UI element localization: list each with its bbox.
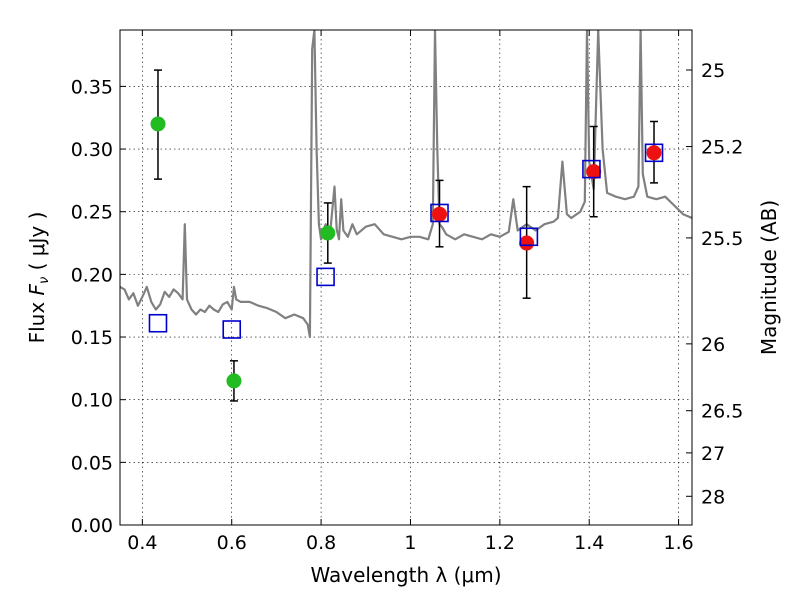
- y2-tick-label: 26: [701, 334, 725, 356]
- x-tick-label: 0.8: [306, 532, 336, 554]
- x-tick-label: 1: [404, 532, 416, 554]
- y-axis-label: Flux Fν ( μJy ): [25, 212, 52, 344]
- model-point: [644, 143, 664, 163]
- error-bars: [153, 69, 659, 402]
- data-point: [320, 225, 336, 241]
- y-tick-label: 0.15: [71, 327, 113, 349]
- data-point: [519, 235, 535, 251]
- y-tick-label: 0.00: [71, 515, 113, 537]
- axis-ticks: 0.4 0.6 0.8 1 1.2 1.4 1.6 0.00 0.05 0.10 0.15 0.20 0…: [71, 30, 743, 554]
- model-point: [316, 267, 335, 287]
- model-point: [519, 227, 539, 247]
- y-axis-label-symbol: F: [25, 283, 49, 295]
- y2-axis-label: Magnitude (AB): [757, 200, 781, 355]
- y-tick-label: 0.35: [71, 76, 113, 98]
- model-point: [148, 313, 168, 333]
- data-point: [586, 164, 602, 180]
- y2-tick-label: 26.5: [701, 401, 743, 423]
- x-tick-label: 1.4: [574, 532, 604, 554]
- x-tick-label: 1.6: [663, 532, 693, 554]
- x-axis-label: Wavelength λ (μm): [310, 563, 501, 587]
- y2-tick-label: 27: [701, 443, 725, 465]
- y-axis-label-prefix: Flux: [25, 295, 49, 343]
- data-point: [226, 373, 242, 389]
- y-axis-label-subscript: ν: [37, 277, 52, 284]
- data-point: [646, 145, 662, 161]
- data-markers: [148, 116, 664, 389]
- y-tick-label: 0.30: [71, 139, 113, 161]
- y2-tick-label: 25: [701, 60, 725, 82]
- spectrum-series: [120, 30, 692, 339]
- data-point: [432, 206, 448, 222]
- y2-tick-label: 25.2: [701, 137, 743, 159]
- model-point: [582, 159, 601, 179]
- plot-frame: [119, 29, 693, 526]
- y-tick-label: 0.05: [71, 452, 113, 474]
- x-tick-label: 1.2: [485, 532, 515, 554]
- y-tick-label: 0.25: [71, 202, 113, 224]
- x-tick-label: 0.4: [127, 532, 157, 554]
- model-point: [222, 320, 242, 339]
- model-point: [430, 203, 449, 223]
- y2-tick-label: 25.5: [701, 228, 743, 250]
- y2-tick-label: 28: [701, 486, 725, 508]
- x-tick-label: 0.6: [217, 532, 247, 554]
- spectrum-line: [120, 30, 692, 339]
- y-tick-label: 0.10: [71, 390, 113, 412]
- y-axis-label-unit: ( μJy ): [25, 212, 49, 277]
- data-point: [150, 116, 166, 132]
- grid: [120, 30, 692, 526]
- y-tick-label: 0.20: [71, 264, 113, 286]
